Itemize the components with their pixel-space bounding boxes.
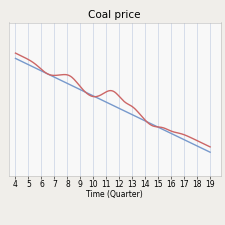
X-axis label: Time (Quarter): Time (Quarter) — [86, 190, 143, 199]
Legend: simulation, Coal price : actuality: simulation, Coal price : actuality — [34, 222, 195, 225]
Title: Coal price: Coal price — [88, 10, 141, 20]
